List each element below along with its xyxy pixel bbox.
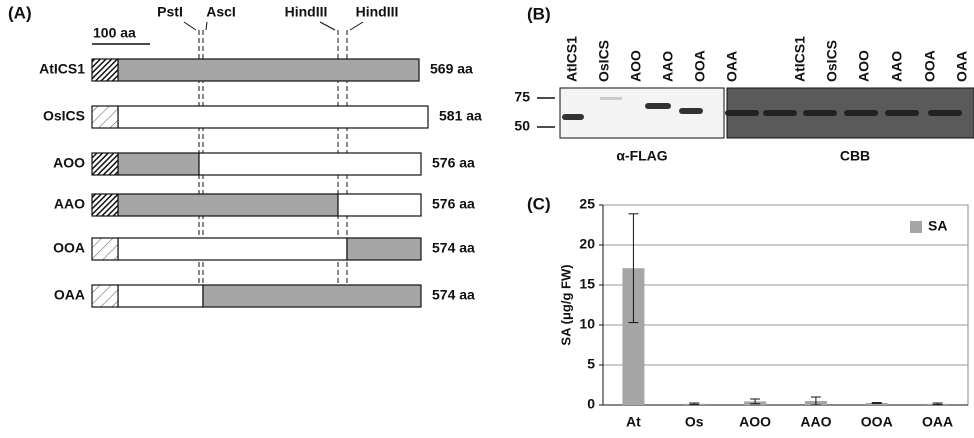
band xyxy=(928,110,962,116)
segment xyxy=(118,59,419,81)
x-tick-label: AAO xyxy=(800,414,831,430)
legend-label: SA xyxy=(928,218,947,234)
lane-label: AOO xyxy=(628,50,644,82)
construct-name: OAA xyxy=(54,287,85,303)
lane-label: OsICS xyxy=(596,40,612,82)
construct-name: OOA xyxy=(53,240,85,256)
lane-label: AtICS1 xyxy=(792,36,808,82)
x-tick-label: OAA xyxy=(922,414,953,430)
lane-label: OOA xyxy=(692,50,708,82)
signal-peptide xyxy=(92,238,118,260)
band xyxy=(844,110,878,116)
band xyxy=(562,114,584,120)
y-tick-label: 15 xyxy=(579,276,595,292)
band xyxy=(600,97,622,100)
site-label: HindIII xyxy=(285,4,328,20)
band xyxy=(725,110,759,116)
x-tick-label: At xyxy=(626,414,641,430)
construct-length: 574 aa xyxy=(432,287,475,303)
lane-label: OsICS xyxy=(824,40,840,82)
construct-name: OsICS xyxy=(43,108,85,124)
segment xyxy=(118,194,338,216)
lane-label: OAA xyxy=(954,51,970,82)
construct-length: 576 aa xyxy=(432,155,475,171)
lane-label: OAA xyxy=(724,51,740,82)
site-connector xyxy=(320,22,335,30)
band xyxy=(803,110,837,116)
x-tick-label: AOO xyxy=(739,414,771,430)
scale-label: 100 aa xyxy=(93,25,136,41)
x-tick-label: OOA xyxy=(861,414,893,430)
y-tick-label: 25 xyxy=(579,196,595,212)
segment xyxy=(203,285,421,307)
segment xyxy=(338,194,421,216)
marker-label: 75 xyxy=(514,89,530,105)
segment xyxy=(118,106,428,128)
signal-peptide xyxy=(92,59,118,81)
band xyxy=(679,108,703,114)
plot-frame xyxy=(603,205,968,405)
lane-label: AtICS1 xyxy=(564,36,580,82)
signal-peptide xyxy=(92,285,118,307)
construct-length: 574 aa xyxy=(432,240,475,256)
band xyxy=(763,110,797,116)
x-tick-label: Os xyxy=(685,414,704,430)
segment xyxy=(118,285,203,307)
segment xyxy=(118,238,347,260)
figure: (A) 100 aa (B) (C) PstI AscI HindIII HindII… xyxy=(0,0,974,433)
signal-peptide xyxy=(92,106,118,128)
site-label: AscI xyxy=(206,4,236,20)
panel-label: (B) xyxy=(527,4,551,23)
signal-peptide xyxy=(92,194,118,216)
y-tick-label: 10 xyxy=(579,316,595,332)
construct-length: 576 aa xyxy=(432,196,475,212)
y-axis-label: SA (μg/g FW) xyxy=(558,264,573,345)
construct-length: 569 aa xyxy=(430,61,473,77)
site-label: PstI xyxy=(157,4,183,20)
signal-peptide xyxy=(92,153,118,175)
lane-label: OOA xyxy=(922,50,938,82)
lane-label: AAO xyxy=(889,51,905,82)
legend-swatch xyxy=(910,221,922,233)
y-tick-label: 5 xyxy=(587,356,595,372)
segment xyxy=(347,238,421,260)
construct-name: AOO xyxy=(53,155,85,171)
construct-name: AtICS1 xyxy=(39,61,85,77)
error-bar xyxy=(872,403,882,404)
site-connector xyxy=(184,22,196,30)
blot-label: α-FLAG xyxy=(616,148,667,164)
band xyxy=(645,103,671,109)
segment xyxy=(118,153,199,175)
panel-label: (A) xyxy=(8,3,32,22)
marker-label: 50 xyxy=(514,118,530,134)
segment xyxy=(199,153,421,175)
lane-label: AAO xyxy=(660,51,676,82)
site-connector xyxy=(350,22,363,30)
y-tick-label: 20 xyxy=(579,236,595,252)
blot-label: CBB xyxy=(840,148,870,164)
site-label: HindIII xyxy=(356,4,399,20)
band xyxy=(885,110,919,116)
site-connector xyxy=(206,22,207,30)
y-tick-label: 0 xyxy=(587,396,595,412)
lane-label: AOO xyxy=(856,50,872,82)
construct-length: 581 aa xyxy=(439,108,482,124)
construct-name: AAO xyxy=(54,196,85,212)
panel-label: (C) xyxy=(527,194,551,213)
